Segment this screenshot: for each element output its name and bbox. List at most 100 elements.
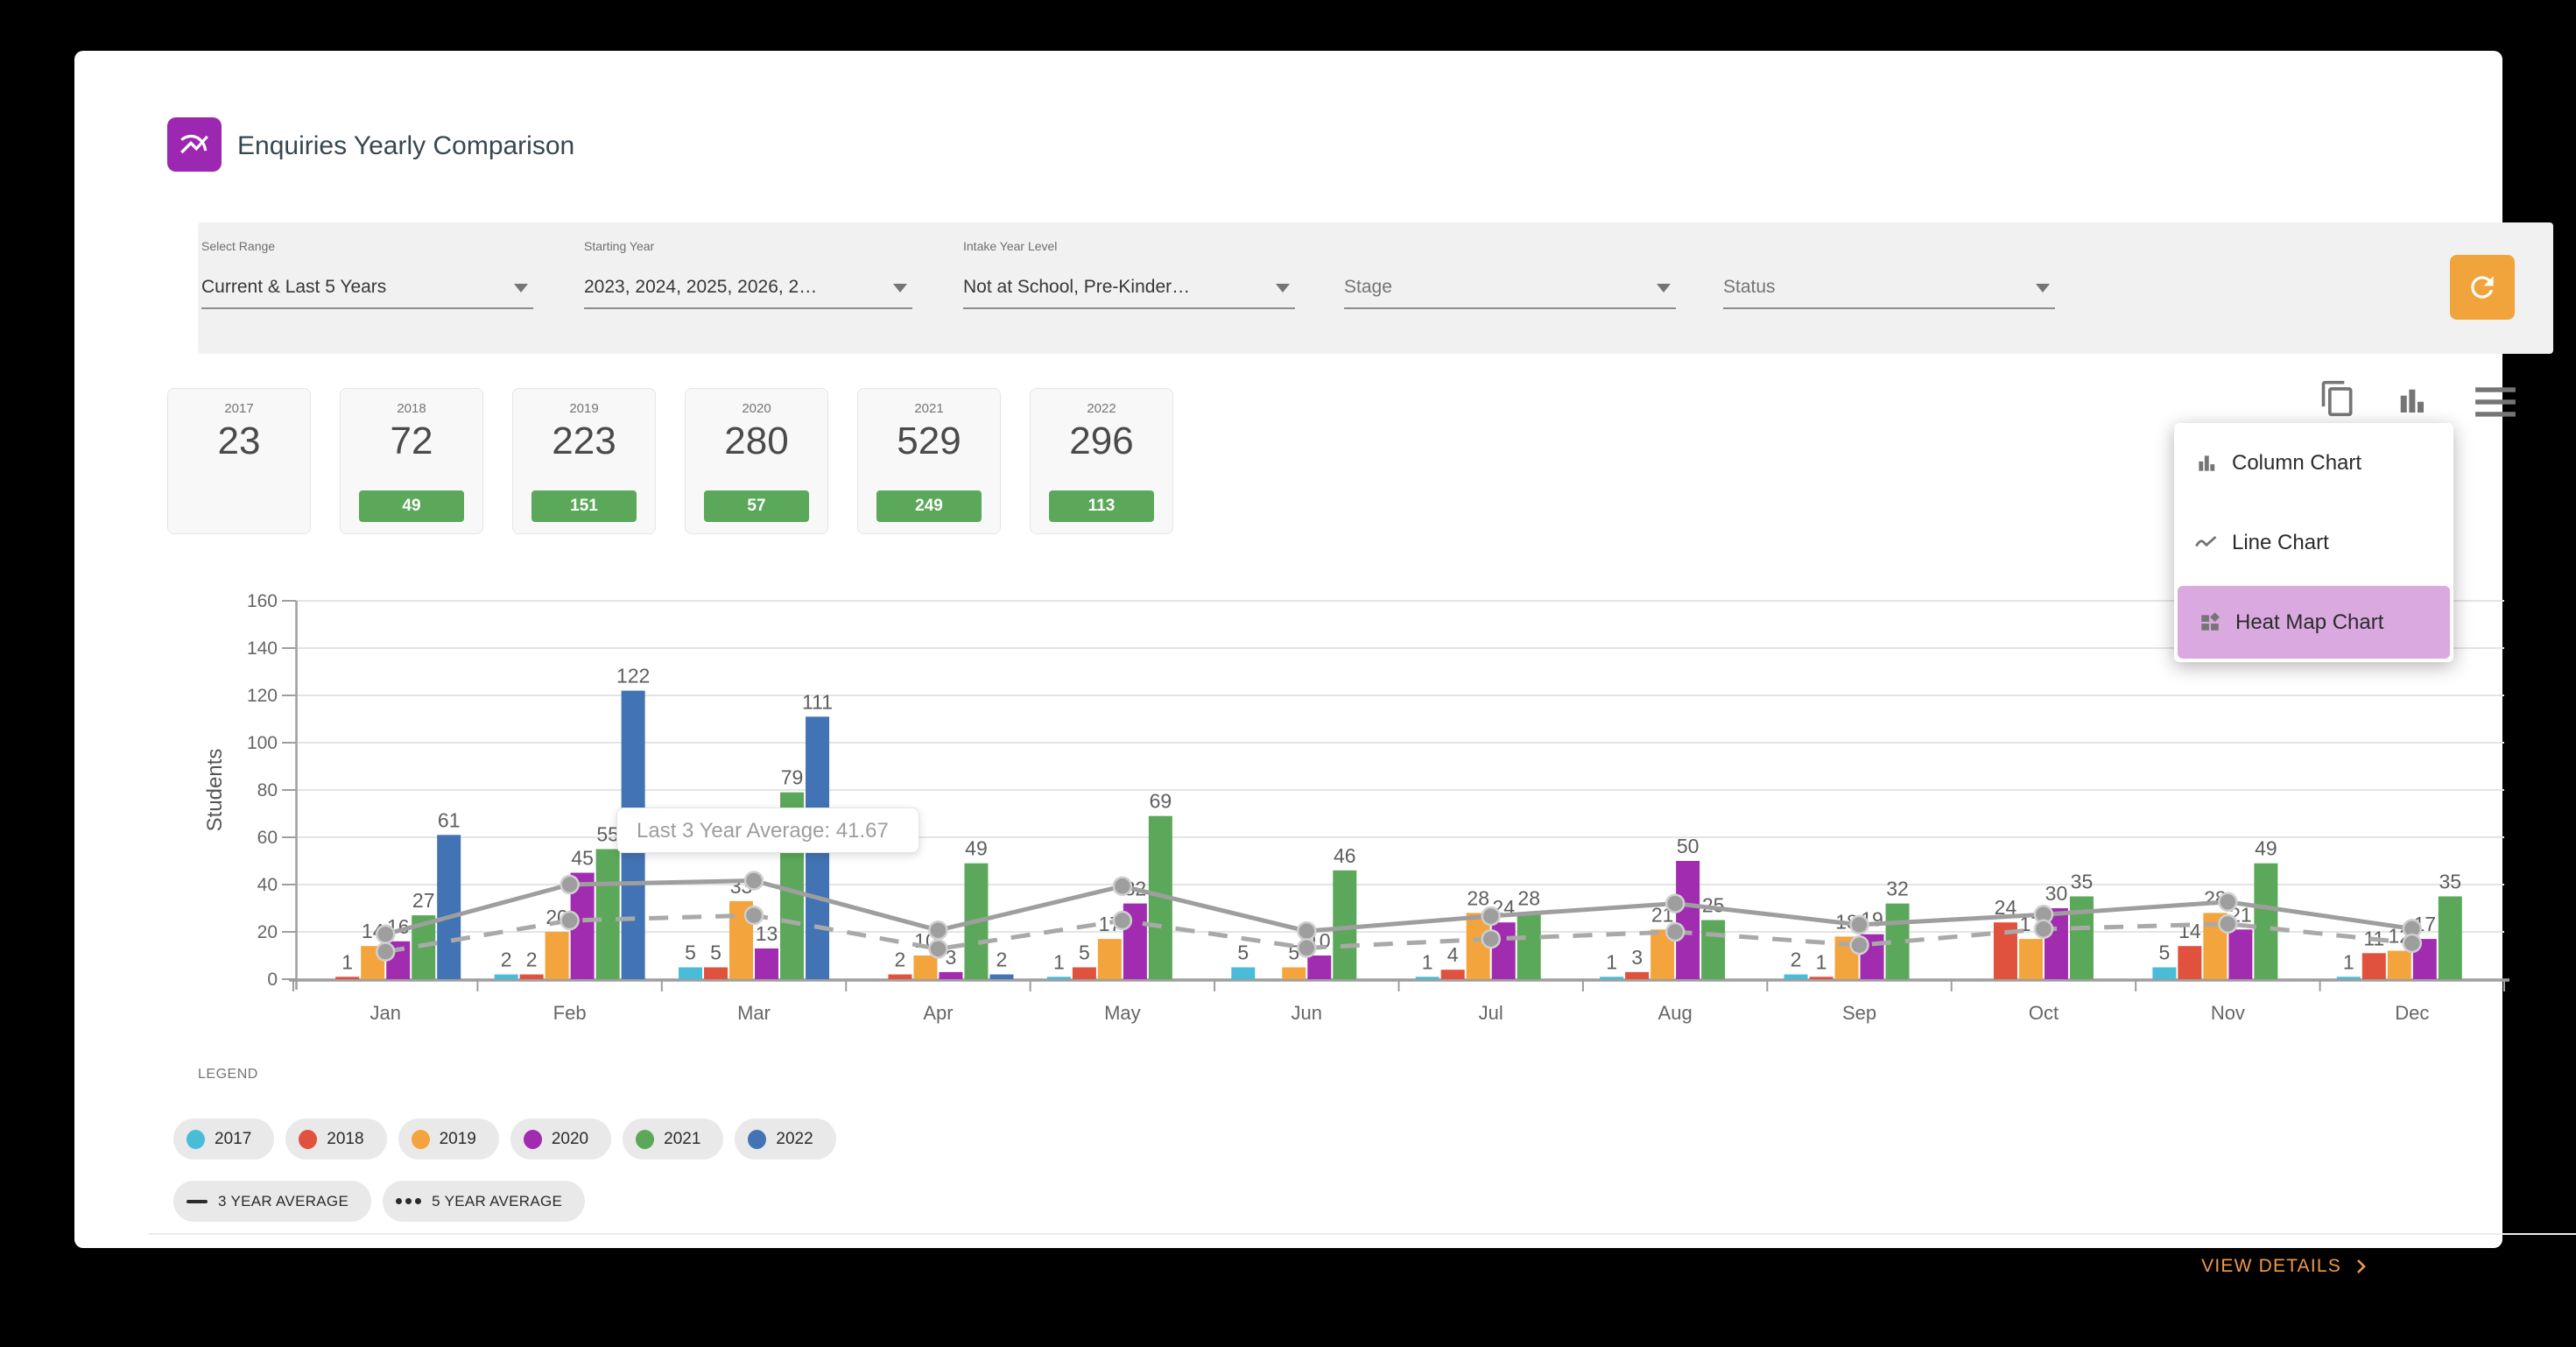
menu-item-label: Heat Map Chart: [2235, 610, 2384, 634]
svg-text:2: 2: [996, 949, 1008, 971]
year-card-year: 2020: [742, 401, 771, 416]
svg-text:2: 2: [501, 949, 512, 971]
filter-value: 2023, 2024, 2025, 2026, 2…: [584, 277, 818, 297]
line-chart-icon: [2193, 531, 2220, 555]
year-card-2019[interactable]: 2019 223 151: [512, 388, 656, 534]
svg-text:0: 0: [267, 970, 278, 990]
svg-text:49: 49: [965, 837, 988, 860]
svg-text:28: 28: [1517, 886, 1540, 909]
column-chart-icon[interactable]: [2391, 380, 2432, 420]
legend-chip-2022[interactable]: 2022: [735, 1118, 836, 1160]
svg-text:Jan: Jan: [370, 1002, 400, 1024]
solid-line-icon: [187, 1199, 208, 1203]
filter-value: Current & Last 5 Years: [201, 277, 387, 297]
menu-item-column-chart[interactable]: Column Chart: [2174, 423, 2453, 503]
legend-chip-label: 2019: [439, 1129, 476, 1148]
year-card-total: 223: [552, 420, 616, 462]
svg-text:Aug: Aug: [1658, 1002, 1693, 1024]
multiline-chart-icon: [167, 117, 222, 172]
legend-chip-5-year-average[interactable]: 5 YEAR AVERAGE: [383, 1181, 586, 1222]
svg-text:5: 5: [710, 941, 721, 964]
dotted-line-icon: [396, 1198, 422, 1204]
svg-text:5: 5: [685, 941, 696, 964]
chevron-down-icon: [2036, 284, 2050, 293]
svg-text:2: 2: [895, 949, 906, 971]
widget-card: Enquiries Yearly Comparison Select Range…: [74, 51, 2576, 1276]
year-card-2017[interactable]: 2017 23: [167, 388, 311, 534]
copy-icon[interactable]: [2316, 377, 2360, 420]
svg-text:45: 45: [571, 847, 594, 870]
svg-text:1: 1: [1422, 950, 1433, 973]
svg-text:140: 140: [247, 638, 278, 659]
refresh-button[interactable]: [2450, 255, 2515, 320]
svg-text:4: 4: [1447, 943, 1459, 966]
filter-label: Select Range: [201, 239, 276, 253]
legend-chip-2018[interactable]: 2018: [285, 1118, 387, 1160]
svg-text:Jul: Jul: [1479, 1002, 1503, 1024]
year-card-2022[interactable]: 2022 296 113: [1030, 388, 1173, 534]
legend-chip-2019[interactable]: 2019: [398, 1118, 499, 1160]
svg-text:28: 28: [1467, 886, 1489, 909]
year-card-2020[interactable]: 2020 280 57: [685, 388, 828, 534]
svg-text:Students: Students: [203, 749, 227, 832]
svg-text:Mar: Mar: [737, 1002, 771, 1024]
filter-starting-year[interactable]: Starting Year 2023, 2024, 2025, 2026, 2…: [584, 239, 912, 332]
year-card-year: 2018: [397, 401, 426, 416]
filter-stage[interactable]: Stage: [1344, 239, 1676, 332]
legend-chip-label: 2018: [327, 1129, 364, 1148]
legend-chip-3-year-average[interactable]: 3 YEAR AVERAGE: [173, 1181, 372, 1222]
filter-value: Stage: [1344, 277, 1392, 297]
svg-text:111: 111: [802, 690, 833, 713]
legend-average-chips: 3 YEAR AVERAGE 5 YEAR AVERAGE: [173, 1181, 586, 1222]
year-card-badge: 113: [1049, 490, 1154, 522]
filter-label: Starting Year: [584, 239, 655, 253]
svg-text:1: 1: [1053, 950, 1065, 973]
svg-text:55: 55: [596, 823, 619, 846]
year-card-2018[interactable]: 2018 72 49: [340, 388, 483, 534]
filter-status[interactable]: Status: [1723, 239, 2055, 332]
svg-text:Feb: Feb: [553, 1002, 587, 1024]
svg-text:1: 1: [2343, 950, 2354, 973]
filter-label: [1344, 239, 1676, 258]
svg-text:30: 30: [2045, 882, 2068, 905]
view-details-link[interactable]: VIEW DETAILS: [2201, 1256, 2371, 1277]
filter-value: Status: [1723, 277, 1776, 297]
year-card-total: 296: [1069, 420, 1134, 462]
svg-text:27: 27: [412, 889, 435, 912]
legend-title: LEGEND: [198, 1067, 258, 1082]
svg-text:40: 40: [257, 875, 278, 895]
legend-chip-label: 2020: [551, 1129, 589, 1148]
series-color-dot: [748, 1129, 767, 1149]
year-card-2021[interactable]: 2021 529 249: [857, 388, 1001, 534]
chevron-down-icon: [893, 284, 907, 293]
svg-text:79: 79: [781, 766, 804, 789]
svg-text:1: 1: [1816, 950, 1827, 973]
year-card-total: 72: [390, 420, 433, 462]
view-details-label: VIEW DETAILS: [2201, 1256, 2341, 1276]
svg-text:Apr: Apr: [923, 1002, 953, 1024]
column-chart-icon: [2193, 452, 2220, 475]
filter-intake-year-level[interactable]: Intake Year Level Not at School, Pre-Kind…: [963, 239, 1295, 332]
menu-icon[interactable]: [2472, 384, 2519, 420]
legend-chip-2017[interactable]: 2017: [173, 1118, 275, 1160]
filter-select-range[interactable]: Select Range Current & Last 5 Years: [201, 239, 533, 332]
svg-text:120: 120: [247, 686, 278, 706]
svg-text:46: 46: [1334, 844, 1356, 867]
svg-text:50: 50: [1677, 835, 1700, 857]
menu-item-line-chart[interactable]: Line Chart: [2174, 503, 2453, 582]
legend-chip-2021[interactable]: 2021: [623, 1118, 724, 1160]
chart-tooltip: Last 3 Year Average: 41.67: [616, 807, 919, 853]
menu-item-heat-map-chart[interactable]: Heat Map Chart: [2178, 586, 2450, 659]
year-card-year: 2022: [1087, 401, 1116, 416]
svg-text:160: 160: [247, 591, 278, 611]
legend-chip-2020[interactable]: 2020: [510, 1118, 612, 1160]
legend-year-chips: 2017 2018 2019 2020 2021 2022: [173, 1118, 836, 1160]
svg-text:100: 100: [247, 733, 278, 753]
filter-label: [1723, 239, 2055, 258]
chevron-down-icon: [514, 284, 528, 293]
svg-text:35: 35: [2071, 871, 2094, 893]
svg-text:1: 1: [341, 950, 353, 973]
svg-text:Dec: Dec: [2395, 1002, 2429, 1024]
page-title: Enquiries Yearly Comparison: [237, 131, 575, 160]
